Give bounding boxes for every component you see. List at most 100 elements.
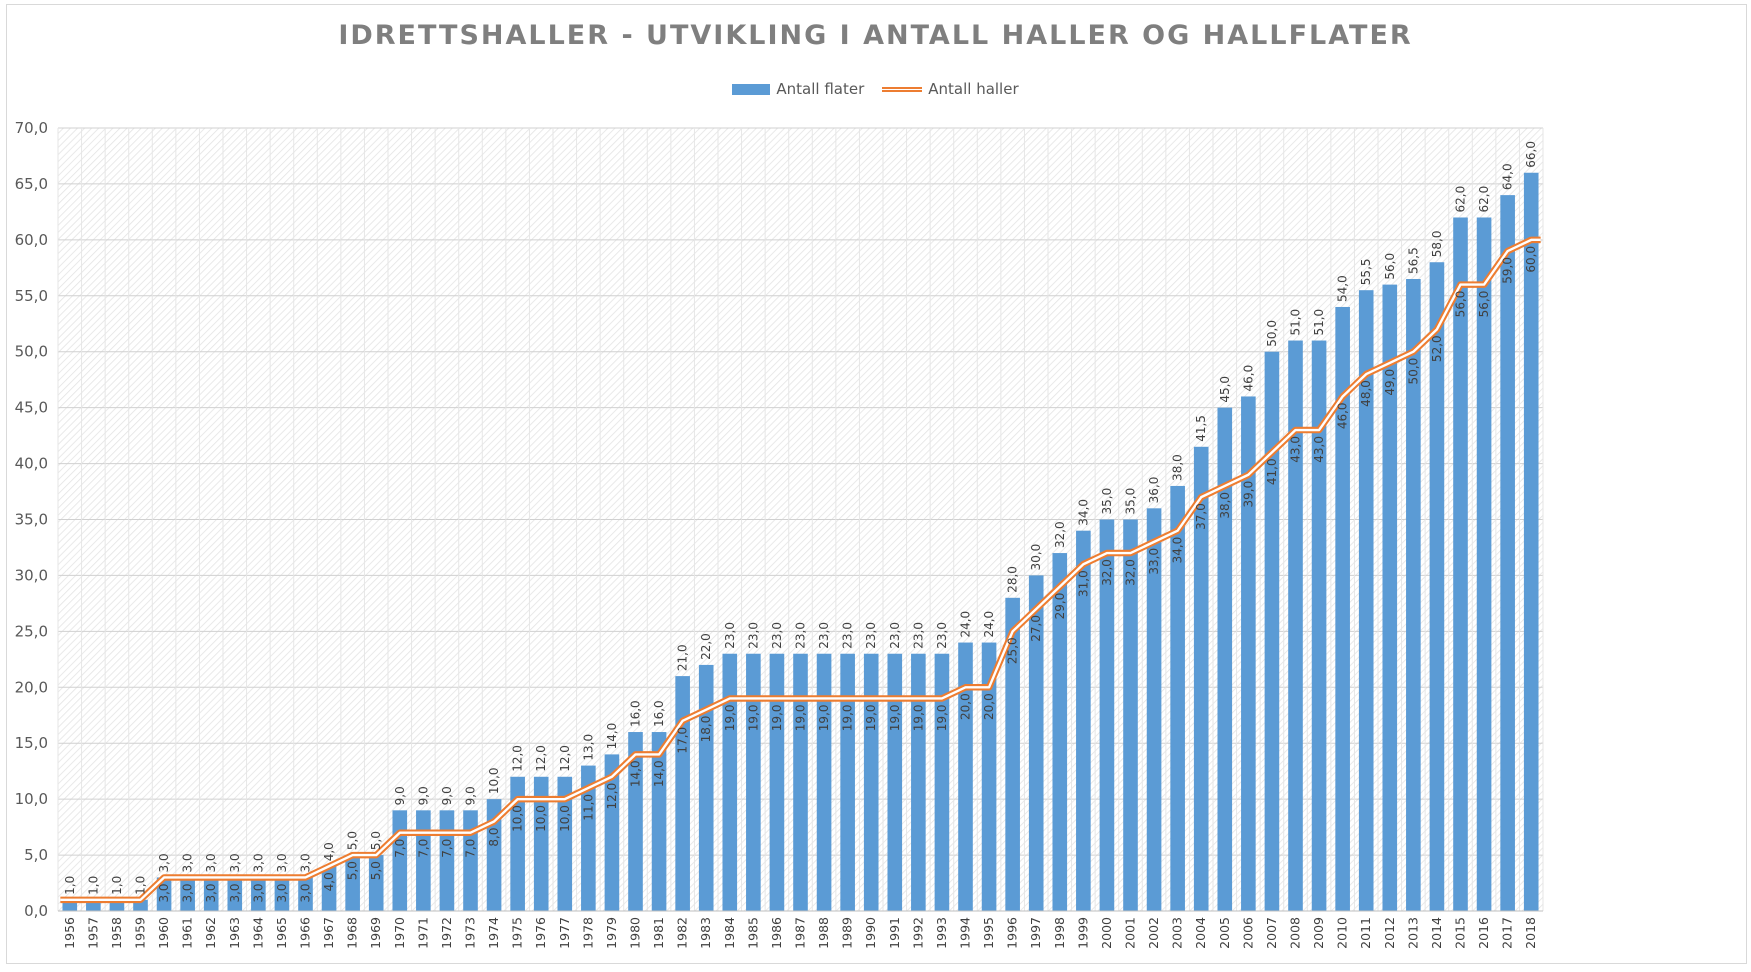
line-value-label: 46,0 bbox=[1336, 402, 1350, 429]
bar-1995 bbox=[981, 642, 997, 911]
x-tick-label: 2004 bbox=[1193, 917, 1208, 949]
y-tick-label: 5,0 bbox=[24, 846, 48, 864]
bar-1994 bbox=[958, 642, 973, 911]
y-tick-label: 20,0 bbox=[15, 678, 48, 696]
x-tick-label: 1960 bbox=[156, 917, 171, 949]
line-value-label: 52,0 bbox=[1430, 335, 1444, 362]
x-tick-label: 1985 bbox=[745, 917, 760, 949]
bar-value-label: 51,0 bbox=[1312, 309, 1326, 336]
x-tick-label: 2015 bbox=[1453, 917, 1468, 949]
bar-1974 bbox=[486, 799, 502, 911]
bar-value-label: 14,0 bbox=[605, 723, 619, 750]
x-tick-label: 1958 bbox=[109, 917, 124, 949]
bar-2000 bbox=[1099, 519, 1115, 911]
bar-value-label: 9,0 bbox=[416, 786, 430, 805]
x-tick-label: 1963 bbox=[227, 917, 242, 949]
x-tick-label: 1991 bbox=[887, 917, 902, 949]
bar-value-label: 1,0 bbox=[86, 876, 100, 895]
x-tick-label: 1999 bbox=[1075, 917, 1090, 949]
bar-2013 bbox=[1406, 279, 1421, 911]
bar-1998 bbox=[1052, 553, 1068, 911]
x-tick-label: 1972 bbox=[439, 917, 454, 949]
line-value-label: 31,0 bbox=[1076, 570, 1090, 597]
bar-1990 bbox=[863, 653, 879, 911]
x-tick-label: 1986 bbox=[769, 917, 784, 949]
bar-value-label: 35,0 bbox=[1124, 488, 1138, 515]
y-tick-label: 45,0 bbox=[15, 399, 48, 417]
bar-value-label: 12,0 bbox=[558, 745, 572, 772]
x-tick-label: 1966 bbox=[298, 917, 313, 949]
bar-value-label: 5,0 bbox=[346, 831, 360, 850]
bar-value-label: 16,0 bbox=[629, 700, 643, 727]
bar-value-label: 24,0 bbox=[982, 611, 996, 638]
bar-value-label: 38,0 bbox=[1171, 454, 1185, 481]
x-tick-label: 2007 bbox=[1264, 917, 1279, 949]
bar-1991 bbox=[887, 653, 903, 911]
bar-2018 bbox=[1523, 172, 1539, 911]
bar-value-label: 1,0 bbox=[63, 876, 77, 895]
y-tick-label: 55,0 bbox=[15, 287, 48, 305]
x-tick-label: 1956 bbox=[62, 917, 77, 949]
x-tick-label: 2012 bbox=[1382, 917, 1397, 949]
chart-legend: Antall flater Antall haller bbox=[0, 80, 1751, 98]
bar-value-label: 64,0 bbox=[1501, 163, 1515, 190]
bar-1957 bbox=[86, 899, 101, 911]
line-value-label: 20,0 bbox=[959, 693, 973, 720]
bar-1983 bbox=[698, 664, 714, 911]
x-tick-label: 1974 bbox=[486, 917, 501, 949]
bar-2002 bbox=[1146, 508, 1162, 911]
bar-value-label: 1,0 bbox=[110, 876, 124, 895]
line-value-label: 43,0 bbox=[1312, 436, 1326, 463]
bar-value-label: 12,0 bbox=[534, 745, 548, 772]
x-tick-label: 1977 bbox=[557, 917, 572, 949]
bar-value-label: 3,0 bbox=[299, 853, 313, 872]
bar-value-label: 23,0 bbox=[817, 622, 831, 649]
bar-1970 bbox=[392, 810, 408, 911]
bar-value-label: 32,0 bbox=[1053, 521, 1067, 548]
y-tick-label: 0,0 bbox=[24, 902, 48, 920]
bar-1985 bbox=[746, 653, 761, 911]
x-tick-label: 1967 bbox=[321, 917, 336, 949]
x-tick-label: 2008 bbox=[1288, 917, 1303, 949]
x-tick-label: 1981 bbox=[651, 917, 666, 949]
line-value-label: 4,0 bbox=[322, 872, 336, 891]
bar-value-label: 62,0 bbox=[1477, 186, 1491, 213]
x-tick-label: 1969 bbox=[368, 917, 383, 949]
bar-1967 bbox=[321, 866, 337, 911]
x-tick-label: 2002 bbox=[1146, 917, 1161, 949]
bar-2014 bbox=[1429, 262, 1445, 911]
line-value-label: 10,0 bbox=[511, 805, 525, 832]
bar-1964 bbox=[251, 877, 266, 911]
x-tick-label: 1998 bbox=[1052, 917, 1067, 949]
bar-value-label: 1,0 bbox=[134, 876, 148, 895]
x-tick-label: 1979 bbox=[604, 917, 619, 949]
line-value-label: 11,0 bbox=[581, 794, 595, 821]
bar-value-label: 56,5 bbox=[1406, 247, 1420, 274]
y-tick-label: 70,0 bbox=[15, 119, 48, 137]
bar-1960 bbox=[156, 877, 172, 911]
bar-2017 bbox=[1500, 195, 1515, 912]
bar-2016 bbox=[1476, 217, 1492, 911]
bar-value-label: 22,0 bbox=[699, 633, 713, 660]
bar-value-label: 62,0 bbox=[1454, 186, 1468, 213]
y-tick-label: 25,0 bbox=[15, 622, 48, 640]
bar-value-label: 30,0 bbox=[1029, 544, 1043, 571]
bar-value-label: 10,0 bbox=[487, 767, 501, 794]
x-axis: 1956 1957 1958 1959 1960 1961 1962 1963 1964 1965… bbox=[58, 910, 1543, 949]
legend-label-line: Antall haller bbox=[928, 80, 1019, 98]
bar-value-label: 23,0 bbox=[864, 622, 878, 649]
bar-2010 bbox=[1335, 306, 1350, 911]
bar-2006 bbox=[1241, 396, 1256, 911]
bar-value-label: 23,0 bbox=[935, 622, 949, 649]
line-value-label: 60,0 bbox=[1524, 246, 1538, 273]
x-tick-label: 1989 bbox=[840, 917, 855, 949]
bar-1973 bbox=[463, 810, 478, 911]
line-value-label: 14,0 bbox=[652, 760, 666, 787]
x-tick-label: 1988 bbox=[816, 917, 831, 949]
line-value-label: 25,0 bbox=[1006, 637, 1020, 664]
bar-1977 bbox=[557, 776, 573, 911]
bar-1963 bbox=[227, 877, 243, 911]
bar-value-label: 3,0 bbox=[251, 853, 265, 872]
line-value-label: 3,0 bbox=[299, 883, 313, 902]
bar-value-label: 9,0 bbox=[464, 786, 478, 805]
